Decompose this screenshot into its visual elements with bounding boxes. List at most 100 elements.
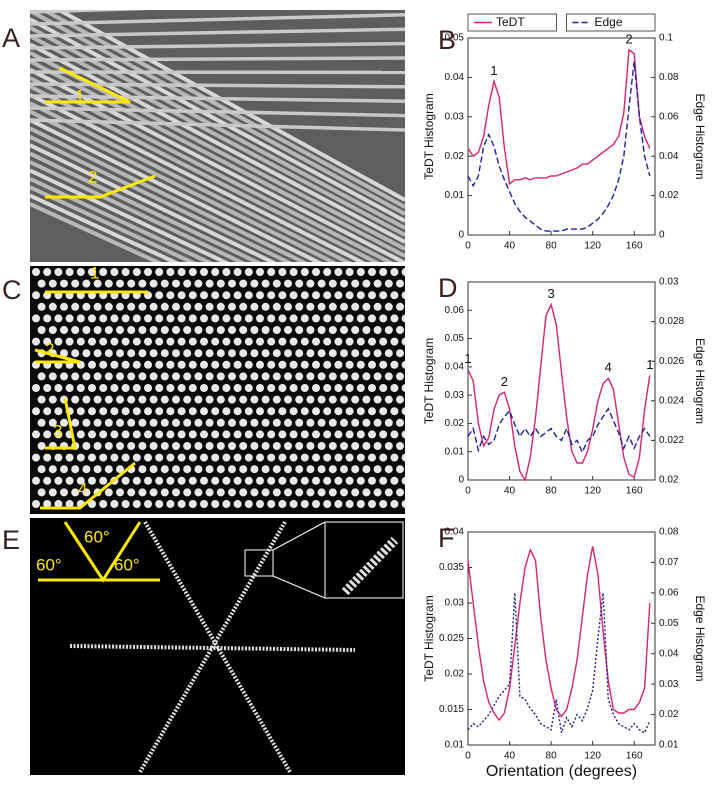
lattice-dot (188, 337, 197, 346)
lattice-dot (267, 314, 276, 323)
lattice-dot (188, 500, 197, 508)
lattice-dot (373, 488, 382, 497)
lattice-dot (312, 360, 320, 369)
fiber (30, 176, 213, 262)
lattice-dot (334, 384, 343, 392)
lattice-dot (278, 337, 287, 346)
y-tick-label: 0.01 (445, 446, 465, 457)
lattice-dot (177, 500, 186, 508)
lattice-dot (183, 465, 192, 474)
y2-tick-label: 0.026 (659, 356, 684, 367)
lattice-dot (289, 337, 298, 346)
lattice-dot (379, 268, 388, 276)
lattice-dot (127, 279, 136, 288)
lattice-dot (110, 500, 119, 508)
x-tick-label: 0 (465, 486, 471, 497)
x-tick-label: 0 (465, 751, 471, 762)
lattice-dot (267, 500, 276, 508)
lattice-dot (250, 279, 259, 288)
lattice-dot (373, 279, 382, 288)
lattice-dot (65, 268, 74, 276)
y2-tick-label: 0.02 (659, 709, 679, 720)
y2-tick-label: 0.07 (659, 557, 679, 568)
lattice-dot (211, 453, 220, 462)
lattice-dot (340, 488, 348, 497)
x-tick-label: 160 (626, 751, 643, 762)
lattice-dot (351, 279, 360, 288)
lattice-dot (379, 337, 388, 346)
lattice-dot (289, 407, 298, 416)
y-tick-label: 0 (458, 475, 464, 486)
panel-label: D (438, 273, 458, 303)
lattice-dot (306, 465, 315, 474)
lattice-dot (261, 418, 270, 427)
y-tick-label: 0.02 (445, 418, 465, 429)
lattice-dot (216, 302, 225, 311)
lattice-dot (110, 268, 119, 276)
lattice-dot (205, 465, 214, 474)
lattice-dot (340, 279, 348, 288)
x-tick-label: 160 (626, 241, 643, 252)
panel-label: A (2, 23, 20, 53)
lattice-dot (116, 349, 124, 358)
lattice-dot (82, 349, 91, 358)
lattice-dot (239, 488, 248, 497)
fiber (30, 101, 352, 262)
lattice-dot (200, 314, 208, 323)
lattice-dot (93, 349, 102, 358)
lattice-dot (172, 326, 180, 334)
lattice-dot (278, 476, 287, 485)
lattice-dot (32, 268, 40, 276)
lattice-dot (278, 500, 287, 508)
lattice-dot (328, 302, 337, 311)
lattice-dot (93, 302, 102, 311)
lattice-dot (71, 372, 80, 381)
y2-tick-label: 0.06 (659, 587, 679, 598)
lattice-dot (172, 465, 180, 474)
lattice-dot (250, 395, 259, 404)
lattice-dot (390, 407, 399, 416)
lattice-dot (60, 279, 68, 288)
lattice-dot (149, 488, 158, 497)
lattice-dot (312, 453, 320, 462)
lattice-dot (244, 430, 253, 439)
x-tick-label: 80 (546, 241, 558, 252)
fiber (30, 160, 246, 262)
lattice-dot (244, 268, 253, 276)
lattice-dot (43, 314, 52, 323)
lattice-dot (407, 419, 415, 427)
lattice-dot (127, 349, 136, 358)
lattice-dot (222, 430, 231, 439)
peak-label: 2 (501, 374, 508, 389)
lattice-dot (239, 302, 248, 311)
lattice-dot (323, 360, 332, 369)
lattice-dot (373, 349, 382, 358)
lattice-dot (155, 500, 164, 508)
angle-label: 1 (75, 86, 84, 105)
lattice-dot (368, 500, 376, 508)
lattice-dot (368, 407, 376, 416)
y-tick-label: 0 (458, 230, 464, 241)
lattice-dot (110, 384, 119, 392)
lattice-dot (104, 488, 113, 497)
lattice-dot (172, 488, 180, 497)
y2-tick-label: 0.04 (659, 151, 679, 162)
lattice-dot (390, 384, 399, 392)
y-tick-label: 0.05 (445, 333, 465, 344)
lattice-dot (76, 453, 85, 462)
lattice-dot (328, 442, 337, 450)
lattice-dot (99, 500, 108, 508)
lattice-dot (65, 337, 74, 346)
lattice-dot (144, 476, 152, 485)
lattice-dot (396, 372, 404, 381)
lattice-dot (177, 360, 186, 369)
lattice-dot (211, 384, 220, 392)
lattice-dot (373, 372, 382, 381)
lattice-dot (116, 279, 124, 288)
lattice-dot (194, 442, 203, 450)
lattice-dot (116, 418, 124, 427)
lattice-dot (312, 314, 320, 323)
lattice-dot (183, 488, 192, 497)
lattice-dot (373, 442, 382, 450)
x-tick-label: 120 (584, 751, 601, 762)
